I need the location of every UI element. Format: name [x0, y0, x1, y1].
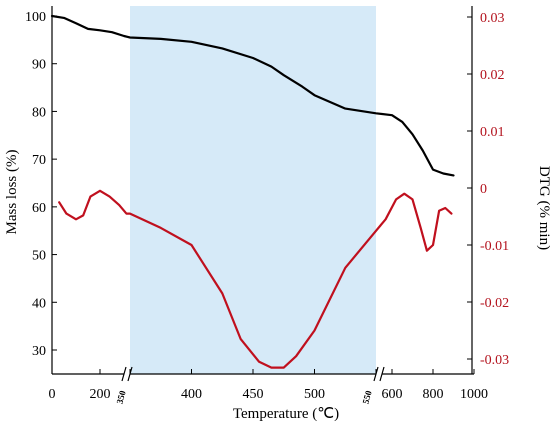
x-tick-label: 1000 [460, 387, 488, 402]
y-right-tick-label: -0.02 [480, 296, 509, 311]
y-left-tick-label: 90 [32, 58, 46, 73]
x-tick-label: 450 [243, 387, 264, 402]
x-tick-label: 550 [361, 389, 374, 405]
x-tick-label: 800 [423, 387, 444, 402]
x-axis-title: Temperature (℃) [233, 406, 339, 422]
y-right-tick-label: 0.01 [480, 125, 505, 140]
y-left-tick-label: 40 [32, 296, 46, 311]
x-tick-label: 200 [90, 387, 111, 402]
y-left-tick-label: 60 [32, 201, 46, 216]
y-axis-right-title: DTG (% min) [536, 166, 550, 250]
axis-break-mark [121, 366, 127, 382]
y-left-tick-label: 50 [32, 249, 46, 264]
y-right-tick-label: 0.03 [480, 11, 505, 26]
y-right-tick-label: 0.02 [480, 68, 505, 83]
y-right-tick-label: -0.01 [480, 239, 509, 254]
y-right-tick-label: 0 [480, 182, 487, 197]
x-tick-label: 500 [304, 387, 325, 402]
axis-break-mark [379, 366, 385, 382]
x-tick-label: 0 [49, 387, 56, 402]
y-left-tick-label: 70 [32, 153, 46, 168]
y-left-tick-label: 100 [25, 10, 46, 25]
x-tick-label: 400 [181, 387, 202, 402]
y-axis-left-title: Mass loss (%) [4, 149, 20, 234]
y-left-tick-label: 80 [32, 105, 46, 120]
dtg-series-line [58, 189, 453, 369]
x-tick-label: 600 [382, 387, 403, 402]
y-right-tick-label: -0.03 [480, 353, 509, 368]
x-tick-label: 350 [115, 389, 128, 405]
highlight-region [130, 6, 376, 374]
y-left-tick-label: 30 [32, 344, 46, 359]
mass-loss-series-line [50, 14, 455, 177]
